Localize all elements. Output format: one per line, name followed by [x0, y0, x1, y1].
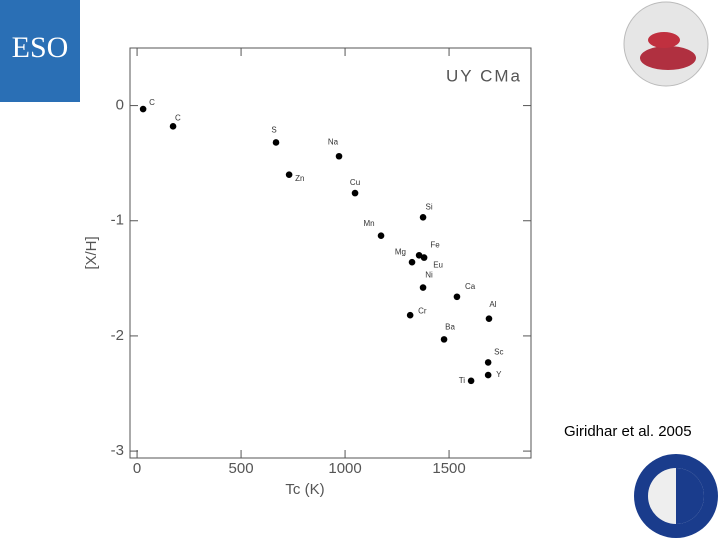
point-label: C [175, 113, 181, 122]
point-label: Ni [425, 271, 433, 280]
point [272, 139, 280, 146]
point-label: Ca [465, 282, 476, 291]
point-label: Zn [295, 174, 304, 183]
point [408, 258, 416, 266]
chart-title: UY CMa [446, 66, 522, 85]
y-tick-label: -1 [111, 212, 124, 229]
eso-logo-text: ESO [12, 31, 69, 64]
logo-half [676, 468, 704, 524]
logo-dome [648, 32, 680, 48]
observatory-logo [623, 1, 709, 87]
point [440, 336, 448, 343]
point [169, 123, 177, 130]
point [484, 359, 492, 366]
point-label: Sc [494, 348, 503, 357]
x-tick-label: 0 [133, 460, 141, 477]
point [419, 213, 427, 221]
y-axis-label: [X/H] [83, 236, 100, 269]
point-label: Cu [350, 178, 360, 187]
y-tick-label: 0 [116, 97, 124, 114]
point [415, 252, 423, 259]
point [484, 371, 492, 379]
point [453, 293, 461, 301]
point-label: Al [489, 300, 496, 309]
point-label: Y [496, 370, 502, 379]
y-tick-label: -3 [111, 442, 124, 459]
point-label: S [271, 126, 276, 135]
point [406, 311, 414, 319]
point-label: Mn [363, 219, 374, 228]
point [351, 189, 359, 197]
citation: Giridhar et al. 2005 [564, 423, 692, 440]
point-label: Mg [395, 247, 406, 256]
point-label: Na [328, 137, 339, 146]
x-tick-label: 1500 [432, 460, 465, 477]
eso-logo-bg [0, 0, 80, 102]
point-label: Fe [430, 240, 440, 249]
point-label: Ba [445, 322, 455, 331]
point-label: Si [425, 202, 432, 211]
logo-dish [640, 46, 696, 70]
point [139, 105, 147, 113]
y-tick-label: -2 [111, 327, 124, 344]
point [335, 152, 343, 160]
point-label: Cr [418, 306, 427, 315]
eso-logo: ESO [0, 0, 80, 102]
point [377, 232, 385, 240]
point [419, 284, 427, 291]
point [420, 254, 428, 261]
x-axis-label: Tc (K) [285, 481, 324, 498]
point-label: C [149, 98, 155, 107]
point [485, 315, 493, 322]
point [285, 171, 293, 178]
point [467, 377, 475, 385]
point-label: Ti [459, 376, 466, 385]
plot-frame [129, 47, 532, 459]
iac-logo [634, 454, 718, 538]
x-tick-label: 1000 [328, 460, 361, 477]
x-tick-label: 500 [229, 460, 254, 477]
point-label: Eu [433, 261, 443, 270]
